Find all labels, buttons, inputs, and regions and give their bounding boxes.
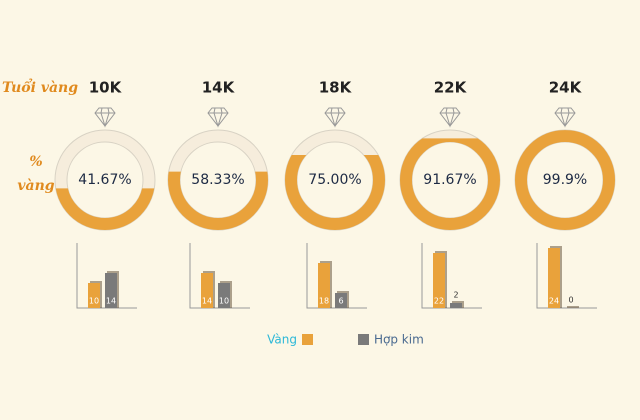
bar xyxy=(318,263,330,308)
karat-label: 18K xyxy=(319,79,353,97)
ring-fill xyxy=(55,188,155,230)
ring-fill xyxy=(168,171,268,230)
bar-label: 10 xyxy=(219,297,229,306)
ring-value: 41.67% xyxy=(78,172,131,188)
bar-label: 18 xyxy=(319,297,329,306)
bar xyxy=(548,248,560,308)
ring-value: 91.67% xyxy=(423,172,476,188)
karat-label: 22K xyxy=(434,79,468,97)
karat-label: 10K xyxy=(89,79,123,97)
diamond-icon xyxy=(207,107,229,128)
karat-label: 14K xyxy=(202,79,236,97)
bar-label: 10 xyxy=(89,297,99,306)
row-label: Tuổi vàng xyxy=(2,78,78,96)
ring-fill xyxy=(400,138,500,230)
axis xyxy=(536,243,597,309)
diamond-icon xyxy=(554,107,576,128)
legend-label: Hợp kim xyxy=(374,333,424,347)
legend-swatch xyxy=(358,334,369,345)
bar xyxy=(335,293,347,308)
ring-label: % vàng xyxy=(17,154,55,194)
bar-shadow xyxy=(567,306,579,308)
bar-label: 14 xyxy=(202,297,212,306)
bar-label: 6 xyxy=(338,297,343,306)
ring-fill xyxy=(285,155,385,230)
axis xyxy=(421,243,482,309)
ring-value: 58.33% xyxy=(191,172,244,188)
bar xyxy=(201,273,213,308)
diamond-icon xyxy=(439,107,461,128)
bar-label: 2 xyxy=(453,291,458,300)
bar xyxy=(105,273,117,308)
ring-value: 75.00% xyxy=(308,172,361,188)
bar-label: 22 xyxy=(434,297,444,306)
bar-label: 0 xyxy=(568,296,573,305)
bar xyxy=(433,253,445,308)
bar xyxy=(218,283,230,308)
bar xyxy=(450,303,462,308)
legend-label: Vàng xyxy=(267,333,297,347)
ring-fill xyxy=(515,130,615,230)
ring-value: 99.9% xyxy=(543,172,587,188)
legend-swatch xyxy=(302,334,313,345)
diamond-icon xyxy=(94,107,116,128)
diamond-icon xyxy=(324,107,346,128)
bar xyxy=(88,283,100,308)
bar-label: 24 xyxy=(549,297,559,306)
bar-label: 14 xyxy=(106,297,116,306)
karat-label: 24K xyxy=(549,79,583,97)
